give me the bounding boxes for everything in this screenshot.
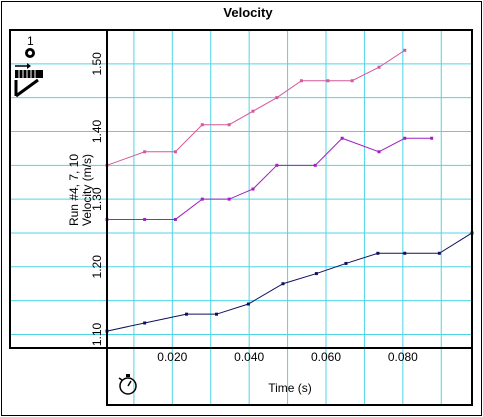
series-0-point-6[interactable] — [275, 96, 279, 100]
y-axis-title-line1: Run #4, 7, 10 — [67, 154, 81, 226]
x-tick-label-2: 0.060 — [311, 350, 341, 364]
series-2-point-2[interactable] — [185, 312, 189, 316]
series-1-point-4[interactable] — [227, 197, 231, 201]
series-0 — [105, 48, 407, 167]
y-axis-title: Run #4, 7, 10 Velocity (m/s) — [67, 154, 94, 226]
series-1-point-7[interactable] — [313, 163, 317, 167]
series-0-point-1[interactable] — [143, 150, 147, 154]
motion-sensor-icon[interactable]: 1 — [14, 34, 43, 98]
series-1-point-2[interactable] — [173, 217, 177, 221]
series-layer — [105, 48, 474, 333]
y-gridlines — [10, 63, 472, 335]
series-2-point-1[interactable] — [143, 321, 147, 325]
series-2-point-9[interactable] — [403, 251, 407, 255]
series-2-point-7[interactable] — [344, 261, 348, 265]
series-0-point-5[interactable] — [251, 109, 255, 113]
series-2-point-4[interactable] — [246, 302, 250, 306]
series-1-point-11[interactable] — [430, 136, 434, 140]
series-1-point-5[interactable] — [251, 187, 255, 191]
y-tick-label-0: 1.10 — [90, 322, 104, 346]
series-2-point-10[interactable] — [437, 251, 441, 255]
series-0-point-3[interactable] — [200, 123, 204, 127]
series-1-point-6[interactable] — [275, 163, 279, 167]
x-tick-label-1: 0.040 — [234, 350, 264, 364]
y-tick-label-2: 1.30 — [90, 187, 104, 211]
x-tick-label-0: 0.020 — [157, 350, 187, 364]
series-2-point-5[interactable] — [281, 282, 285, 286]
x-gridlines — [133, 30, 442, 405]
plot-area[interactable] — [107, 30, 472, 348]
series-0-line — [106, 49, 406, 166]
stopwatch-icon[interactable] — [118, 374, 137, 395]
series-1-point-1[interactable] — [143, 217, 147, 221]
sensor-number-label: 1 — [27, 34, 34, 48]
series-0-point-2[interactable] — [173, 150, 177, 154]
series-1-point-9[interactable] — [377, 150, 381, 154]
series-0-point-7[interactable] — [299, 79, 303, 83]
series-1-point-8[interactable] — [340, 136, 344, 140]
series-0-point-9[interactable] — [350, 79, 354, 83]
y-tick-label-4: 1.50 — [90, 52, 104, 76]
series-0-point-8[interactable] — [326, 79, 330, 83]
y-tick-label-1: 1.20 — [90, 255, 104, 279]
chart-title: Velocity — [223, 5, 273, 20]
series-2-point-3[interactable] — [215, 312, 218, 316]
series-0-point-10[interactable] — [377, 65, 381, 69]
x-tick-label-3: 0.080 — [388, 350, 418, 364]
series-2-point-8[interactable] — [376, 251, 380, 255]
series-2-line — [106, 232, 473, 332]
series-1-point-3[interactable] — [200, 197, 204, 201]
series-1-point-10[interactable] — [403, 136, 407, 140]
y-tick-label-3: 1.40 — [90, 119, 104, 143]
series-1-line — [107, 137, 432, 220]
x-tick-labels: 0.020 0.040 0.060 0.080 — [157, 350, 418, 364]
series-0-point-4[interactable] — [227, 123, 231, 127]
x-axis-title: Time (s) — [268, 381, 312, 395]
series-2-point-6[interactable] — [314, 272, 318, 276]
y-axis-title-line2: Velocity (m/s) — [80, 154, 94, 226]
y-tick-labels: 1.10 1.20 1.30 1.40 1.50 — [90, 52, 104, 346]
series-0-point-11[interactable] — [403, 48, 407, 52]
